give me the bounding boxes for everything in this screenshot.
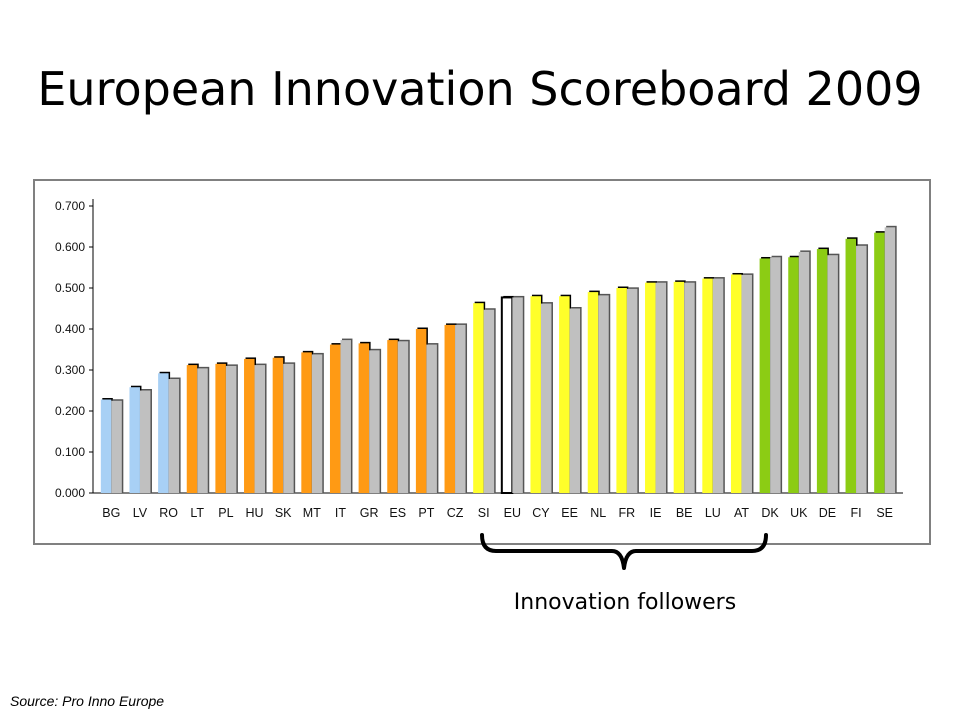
bar-series-2-fr — [626, 288, 638, 493]
bar-series-1-at — [730, 274, 742, 493]
bar-series-1-si — [473, 303, 484, 493]
bar-series-1-es — [387, 340, 398, 493]
x-tick-label: IT — [335, 506, 346, 520]
x-tick-label: UK — [790, 506, 808, 520]
y-tick-label: 0.100 — [55, 445, 85, 459]
bar-series-1-cy — [530, 296, 541, 493]
bar-series-1-pt — [415, 329, 427, 493]
bar-series-1-nl — [587, 292, 599, 493]
x-tick-label: SI — [478, 506, 490, 520]
bar-series-1-de — [816, 249, 828, 493]
bar-series-2-it — [340, 340, 351, 493]
x-tick-label: FI — [850, 506, 861, 520]
bar-series-2-pl — [225, 365, 237, 493]
bar-series-2-lt — [197, 368, 208, 493]
bar-series-2-si — [483, 309, 495, 493]
bar-series-2-eu — [512, 297, 523, 493]
bar-series-2-mt — [311, 354, 323, 493]
y-tick-label: 0.500 — [55, 281, 85, 295]
x-tick-label: MT — [303, 506, 321, 520]
bar-series-2-pt — [426, 344, 437, 493]
bar-series-1-cz — [444, 324, 456, 493]
bar-series-2-uk — [798, 251, 810, 493]
bar-series-2-be — [684, 282, 695, 493]
bar-series-2-gr — [369, 350, 380, 493]
bar-series-1-ee — [559, 296, 570, 493]
x-tick-label: SE — [876, 506, 893, 520]
slide-title: European Innovation Scoreboard 2009 — [37, 62, 923, 116]
x-tick-label: PL — [218, 506, 233, 520]
x-tick-label: SK — [275, 506, 292, 520]
bar-series-2-ro — [168, 379, 180, 493]
bar-series-1-lv — [129, 387, 140, 493]
bar-series-2-dk — [770, 257, 781, 493]
bar-series-1-bg — [100, 399, 112, 493]
bar-series-2-bg — [111, 400, 122, 493]
x-tick-label: HU — [246, 506, 264, 520]
x-tick-label: DK — [761, 506, 779, 520]
bar-series-1-it — [329, 344, 341, 493]
bar-chart: 0.000 0.100 0.200 0.300 0.400 0.500 0.600 0.700… — [55, 199, 903, 520]
bar-series-1-gr — [358, 343, 370, 493]
chart-frame: 0.000 0.100 0.200 0.300 0.400 0.500 0.600 0.700… — [33, 179, 931, 545]
bar-series-2-lv — [139, 390, 151, 493]
x-tick-label: IE — [650, 506, 662, 520]
y-tick-label: 0.400 — [55, 322, 85, 336]
bar-series-1-fi — [845, 238, 857, 493]
x-tick-label: EE — [561, 506, 578, 520]
bar-series-2-at — [741, 274, 752, 493]
bar-series-2-de — [827, 255, 838, 493]
bar-series-1-mt — [301, 352, 312, 493]
bar-series-1-se — [874, 232, 885, 493]
bar-series-2-es — [397, 341, 409, 493]
bar-series-2-cy — [540, 303, 552, 493]
x-tick-label: ES — [389, 506, 406, 520]
bar-series-1-hu — [244, 358, 255, 493]
bar-series-2-ie — [655, 282, 667, 493]
x-tick-label: EU — [504, 506, 521, 520]
bar-series-1-pl — [215, 363, 226, 493]
bar-series-2-hu — [254, 365, 266, 493]
bar-series-2-lu — [712, 278, 724, 493]
bar-series-2-cz — [455, 324, 466, 493]
source-note: Source: Pro Inno Europe — [10, 693, 165, 709]
y-tick-label: 0.700 — [55, 199, 85, 213]
x-tick-label: NL — [590, 506, 606, 520]
x-tick-label: BG — [102, 506, 120, 520]
x-tick-label: RO — [159, 506, 178, 520]
innovation-followers-label: Innovation followers — [513, 590, 737, 615]
x-tick-label: BE — [676, 506, 693, 520]
x-tick-label: FR — [619, 506, 636, 520]
bar-series-1-uk — [788, 257, 799, 493]
bar-series-2-se — [884, 227, 896, 493]
bar-series-1-be — [673, 281, 685, 493]
bar-series-1-lu — [702, 278, 713, 493]
bar-series-1-dk — [759, 258, 771, 493]
bar-series-1-ie — [645, 282, 656, 493]
x-tick-label: PT — [418, 506, 434, 520]
x-tick-label: CZ — [447, 506, 464, 520]
y-tick-label: 0.600 — [55, 240, 85, 254]
bar-series-2-fi — [856, 245, 867, 493]
x-tick-label: CY — [532, 506, 550, 520]
y-tick-label: 0.300 — [55, 363, 85, 377]
y-tick-label: 0.200 — [55, 404, 85, 418]
bar-series-1-eu — [500, 296, 514, 495]
x-tick-label: LV — [133, 506, 148, 520]
x-tick-label: AT — [734, 506, 749, 520]
x-tick-label: GR — [360, 506, 379, 520]
bar-series-2-sk — [283, 363, 294, 493]
bar-series-1-lt — [186, 365, 198, 493]
bar-series-2-nl — [598, 295, 609, 493]
x-tick-label: LU — [705, 506, 721, 520]
bar-series-1-sk — [272, 357, 284, 493]
y-tick-label: 0.000 — [55, 486, 85, 500]
bar-series-1-ro — [158, 373, 169, 493]
bar-series-2-ee — [569, 308, 581, 493]
x-tick-label: LT — [190, 506, 204, 520]
bar-series-1-fr — [616, 288, 627, 493]
x-tick-label: DE — [819, 506, 836, 520]
